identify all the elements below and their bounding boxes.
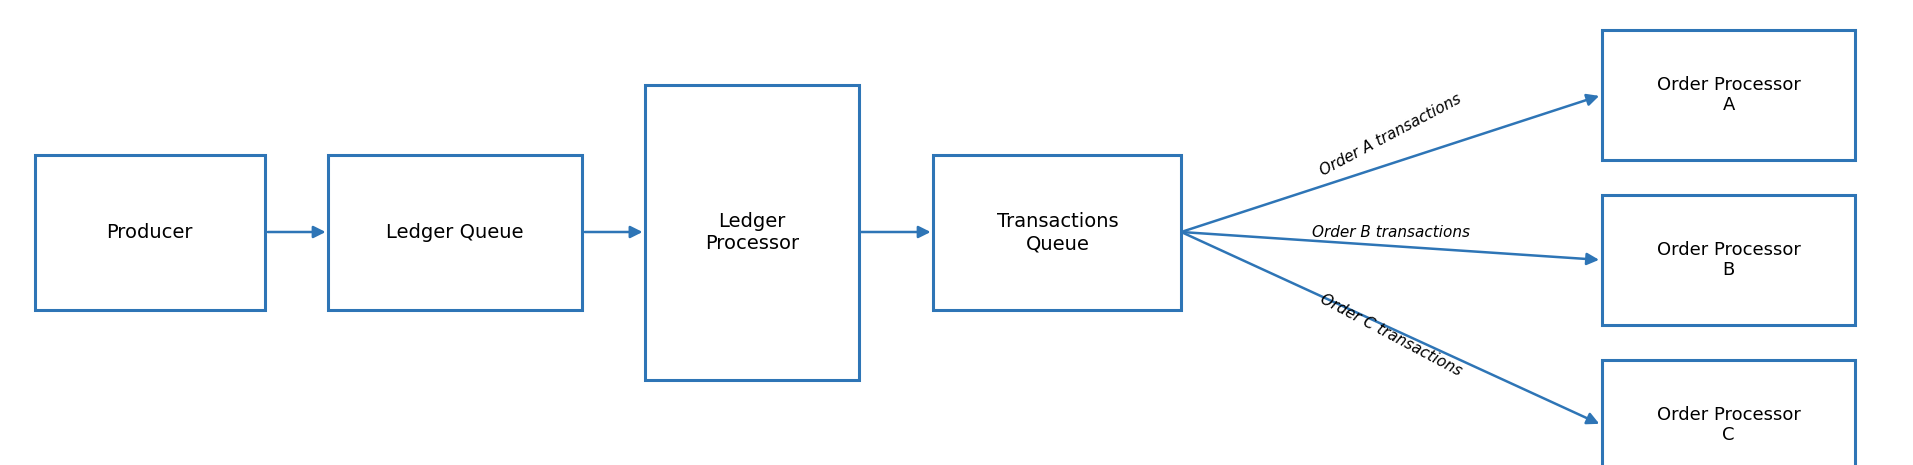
Text: Ledger
Processor: Ledger Processor (704, 212, 800, 253)
Text: Order Processor
A: Order Processor A (1657, 76, 1800, 114)
Text: Order Processor
B: Order Processor B (1657, 240, 1800, 279)
Bar (934, 155, 1180, 310)
Text: Ledger Queue: Ledger Queue (386, 223, 524, 242)
Text: Transactions
Queue: Transactions Queue (997, 212, 1117, 253)
Text: Order A transactions: Order A transactions (1318, 91, 1463, 179)
Text: Producer: Producer (107, 223, 193, 242)
Bar (329, 155, 582, 310)
Bar (1601, 30, 1856, 160)
Text: Order Processor
C: Order Processor C (1657, 405, 1800, 445)
Bar (34, 155, 266, 310)
Text: Order C transactions: Order C transactions (1318, 291, 1463, 379)
Text: Order B transactions: Order B transactions (1312, 225, 1469, 239)
Bar (1601, 360, 1856, 465)
Bar (1601, 195, 1856, 325)
Bar (645, 85, 859, 380)
